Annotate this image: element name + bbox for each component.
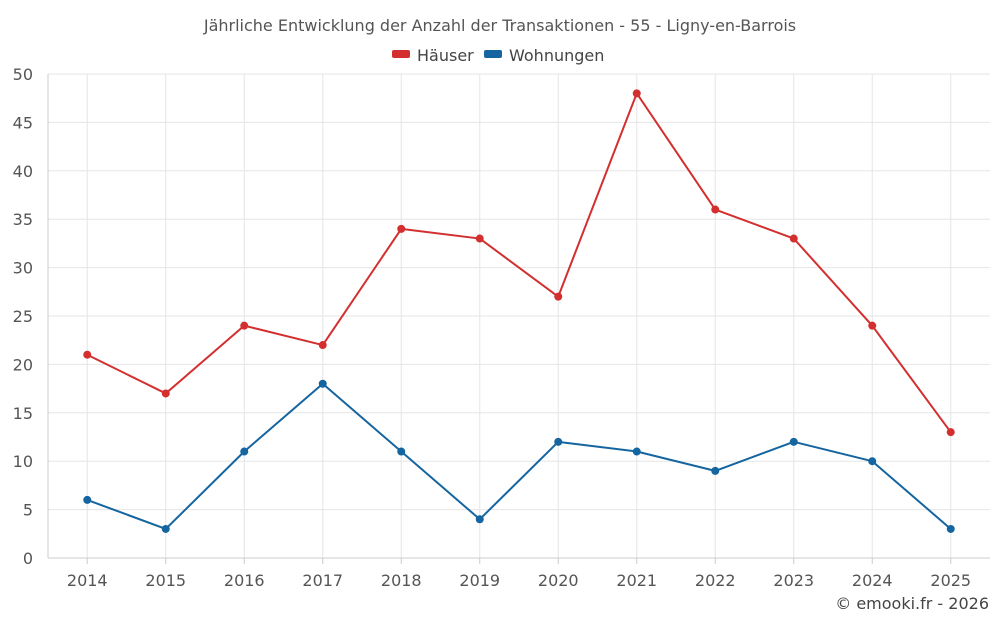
data-point-haeuser[interactable] xyxy=(83,350,92,359)
series xyxy=(83,89,955,533)
data-point-wohnungen[interactable] xyxy=(240,447,249,456)
legend-label-wohnungen[interactable]: Wohnungen xyxy=(509,46,604,65)
data-point-wohnungen[interactable] xyxy=(711,466,720,475)
x-tick-label: 2014 xyxy=(67,571,108,590)
data-point-haeuser[interactable] xyxy=(632,89,641,98)
data-point-wohnungen[interactable] xyxy=(475,515,484,524)
data-point-haeuser[interactable] xyxy=(240,321,249,330)
data-point-wohnungen[interactable] xyxy=(632,447,641,456)
y-tick-label: 25 xyxy=(13,307,33,326)
x-tick-label: 2017 xyxy=(302,571,343,590)
legend-swatch-wohnungen xyxy=(484,50,502,58)
data-point-haeuser[interactable] xyxy=(946,428,955,437)
y-tick-label: 5 xyxy=(23,501,33,520)
data-point-haeuser[interactable] xyxy=(868,321,877,330)
x-tick-label: 2023 xyxy=(773,571,814,590)
series-line-wohnungen xyxy=(86,382,952,530)
data-point-haeuser[interactable] xyxy=(711,205,720,214)
chart-title: Jährliche Entwicklung der Anzahl der Tra… xyxy=(203,16,796,35)
x-tick-label: 2015 xyxy=(145,571,186,590)
data-point-haeuser[interactable] xyxy=(318,341,327,350)
data-point-wohnungen[interactable] xyxy=(161,524,170,533)
series-line-haeuser xyxy=(86,92,952,433)
data-point-wohnungen[interactable] xyxy=(789,437,798,446)
x-tick-label: 2021 xyxy=(616,571,657,590)
x-tick-label: 2020 xyxy=(538,571,579,590)
legend-swatch-haeuser xyxy=(392,50,410,58)
x-tick-label: 2018 xyxy=(381,571,422,590)
x-tick-label: 2019 xyxy=(459,571,500,590)
data-point-haeuser[interactable] xyxy=(397,224,406,233)
data-point-wohnungen[interactable] xyxy=(946,524,955,533)
data-point-wohnungen[interactable] xyxy=(868,457,877,466)
y-tick-label: 35 xyxy=(13,210,33,229)
data-point-wohnungen[interactable] xyxy=(318,379,327,388)
legend-label-haeuser[interactable]: Häuser xyxy=(417,46,474,65)
y-tick-label: 30 xyxy=(13,259,33,278)
x-tick-label: 2016 xyxy=(224,571,265,590)
data-point-wohnungen[interactable] xyxy=(397,447,406,456)
legend: Häuser Wohnungen xyxy=(392,46,604,65)
y-tick-label: 10 xyxy=(13,452,33,471)
data-point-wohnungen[interactable] xyxy=(83,495,92,504)
data-point-wohnungen[interactable] xyxy=(554,437,563,446)
grid xyxy=(48,73,990,559)
y-tick-label: 50 xyxy=(13,65,33,84)
credit-text: © emooki.fr - 2026 xyxy=(835,594,989,613)
y-tick-label: 20 xyxy=(13,355,33,374)
x-tick-label: 2025 xyxy=(930,571,971,590)
x-tick-label: 2022 xyxy=(695,571,736,590)
x-tick-label: 2024 xyxy=(852,571,893,590)
data-point-haeuser[interactable] xyxy=(789,234,798,243)
data-point-haeuser[interactable] xyxy=(475,234,484,243)
y-tick-label: 0 xyxy=(23,549,33,568)
y-tick-label: 45 xyxy=(13,113,33,132)
data-point-haeuser[interactable] xyxy=(554,292,563,301)
y-tick-label: 15 xyxy=(13,404,33,423)
y-tick-label: 40 xyxy=(13,162,33,181)
data-point-haeuser[interactable] xyxy=(161,389,170,398)
